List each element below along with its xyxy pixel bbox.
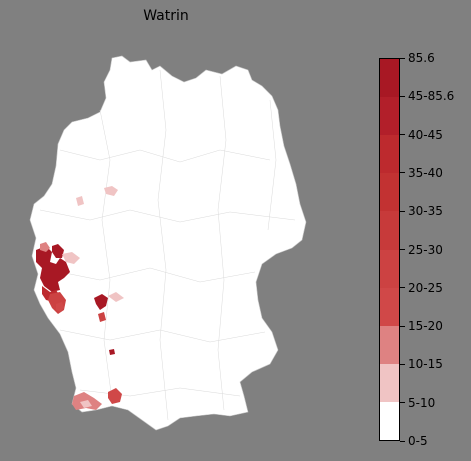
colorbar-segment-5-10 <box>380 363 399 402</box>
colorbar-segment-35-40 <box>380 135 399 174</box>
region-stuttgart <box>109 349 115 355</box>
colorbar-segment-40-45 <box>380 97 399 136</box>
region-darmstadt <box>98 312 106 322</box>
region-loerrach <box>80 400 92 408</box>
colorbar-tick <box>400 287 405 289</box>
colorbar-tick <box>400 95 405 97</box>
colorbar-segment-25-30 <box>380 211 399 250</box>
region-frankfurt-east <box>108 292 124 302</box>
region-cologne-west <box>52 244 64 258</box>
colorbar-tick <box>400 402 405 404</box>
colorbar-tick-label: 45-85.6 <box>408 89 455 104</box>
colorbar-tick <box>400 134 405 136</box>
colorbar-segment-15-20 <box>380 287 399 326</box>
colorbar-tick-label: 0-5 <box>408 434 428 448</box>
colorbar-tick <box>400 57 405 59</box>
colorbar-tick-label: 35-40 <box>408 165 443 180</box>
region-frankfurt <box>94 294 108 310</box>
colorbar-tick <box>400 172 405 174</box>
colorbar-tick-label: 5-10 <box>408 395 436 410</box>
region-konstanz <box>108 388 122 404</box>
colorbar-tick-label: 40-45 <box>408 127 443 142</box>
region-saarland <box>56 302 64 312</box>
colorbar-tick-label: 85.6 <box>408 51 435 65</box>
district-borders <box>39 69 296 421</box>
colorbar-segment-10-15 <box>380 325 399 364</box>
region-minden <box>104 186 118 196</box>
colorbar-tick-label: 30-35 <box>408 204 443 219</box>
colorbar-segment-20-25 <box>380 249 399 288</box>
colorbar <box>379 58 400 441</box>
map-title: Watrin <box>143 8 189 24</box>
colorbar-tick <box>400 325 405 327</box>
colorbar-tick <box>400 363 405 365</box>
colorbar-tick <box>400 440 405 442</box>
region-muenster-west <box>76 196 84 206</box>
region-aachen-area <box>36 246 70 292</box>
colorbar-tick <box>400 249 405 250</box>
region-bonn <box>62 252 80 264</box>
colorbar-tick-label: 25-30 <box>408 242 443 257</box>
colorbar-segment-0-5 <box>380 401 399 440</box>
colorbar-segment-30-35 <box>380 173 399 212</box>
colorbar-tick-label: 10-15 <box>408 357 443 372</box>
colorbar-tick-label: 20-25 <box>408 280 443 295</box>
colorbar-segment-45-85.6 <box>380 59 399 98</box>
region-neuss <box>40 242 50 252</box>
colorbar-tick <box>400 210 405 212</box>
germany-outline <box>29 55 307 431</box>
colorbar-tick-label: 15-20 <box>408 319 443 334</box>
